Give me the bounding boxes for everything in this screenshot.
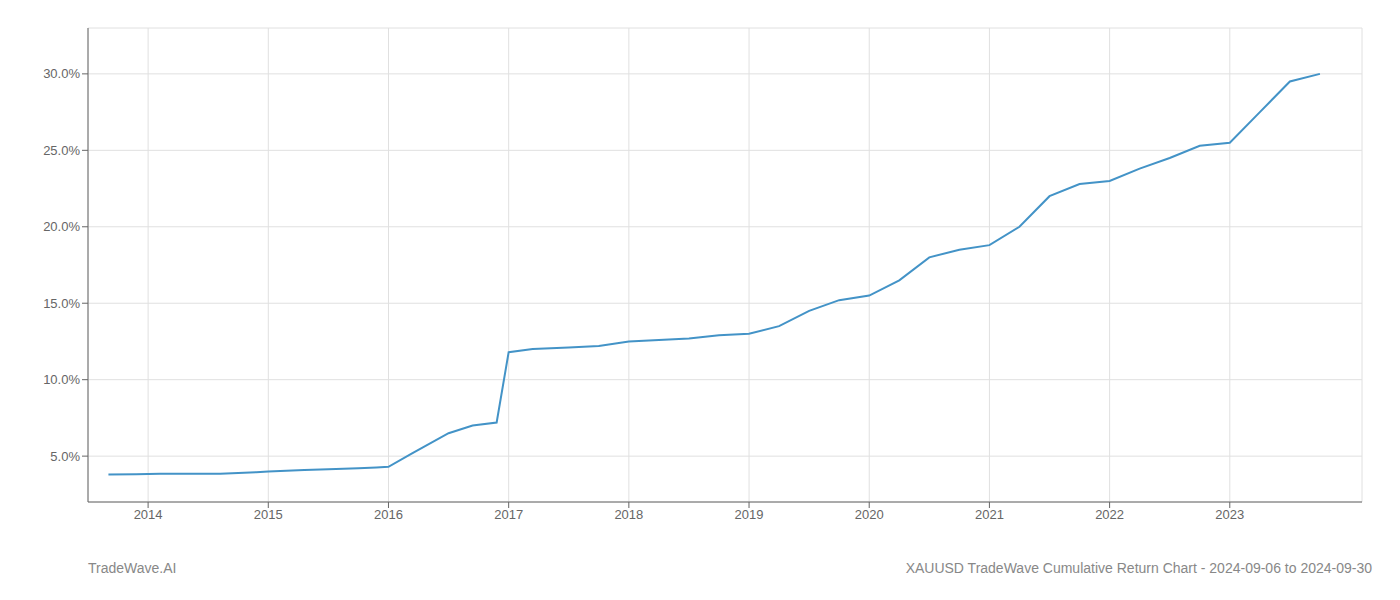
svg-text:2015: 2015 xyxy=(254,507,283,522)
svg-text:2016: 2016 xyxy=(374,507,403,522)
svg-text:30.0%: 30.0% xyxy=(43,66,80,81)
svg-text:2023: 2023 xyxy=(1215,507,1244,522)
html-text:XAUUSD TradeWave Cumulative Re: XAUUSD TradeWave Cumulative Return Chart… xyxy=(905,560,1372,576)
svg-text:5.0%: 5.0% xyxy=(50,449,80,464)
html-text:TradeWave.AI: TradeWave.AI xyxy=(88,560,177,576)
svg-text:2019: 2019 xyxy=(735,507,764,522)
svg-text:25.0%: 25.0% xyxy=(43,143,80,158)
svg-text:15.0%: 15.0% xyxy=(43,296,80,311)
svg-text:20.0%: 20.0% xyxy=(43,219,80,234)
svg-text:2021: 2021 xyxy=(975,507,1004,522)
svg-text:2014: 2014 xyxy=(134,507,163,522)
svg-text:2020: 2020 xyxy=(855,507,884,522)
svg-text:2017: 2017 xyxy=(494,507,523,522)
svg-text:2022: 2022 xyxy=(1095,507,1124,522)
svg-text:10.0%: 10.0% xyxy=(43,372,80,387)
svg-text:2018: 2018 xyxy=(614,507,643,522)
